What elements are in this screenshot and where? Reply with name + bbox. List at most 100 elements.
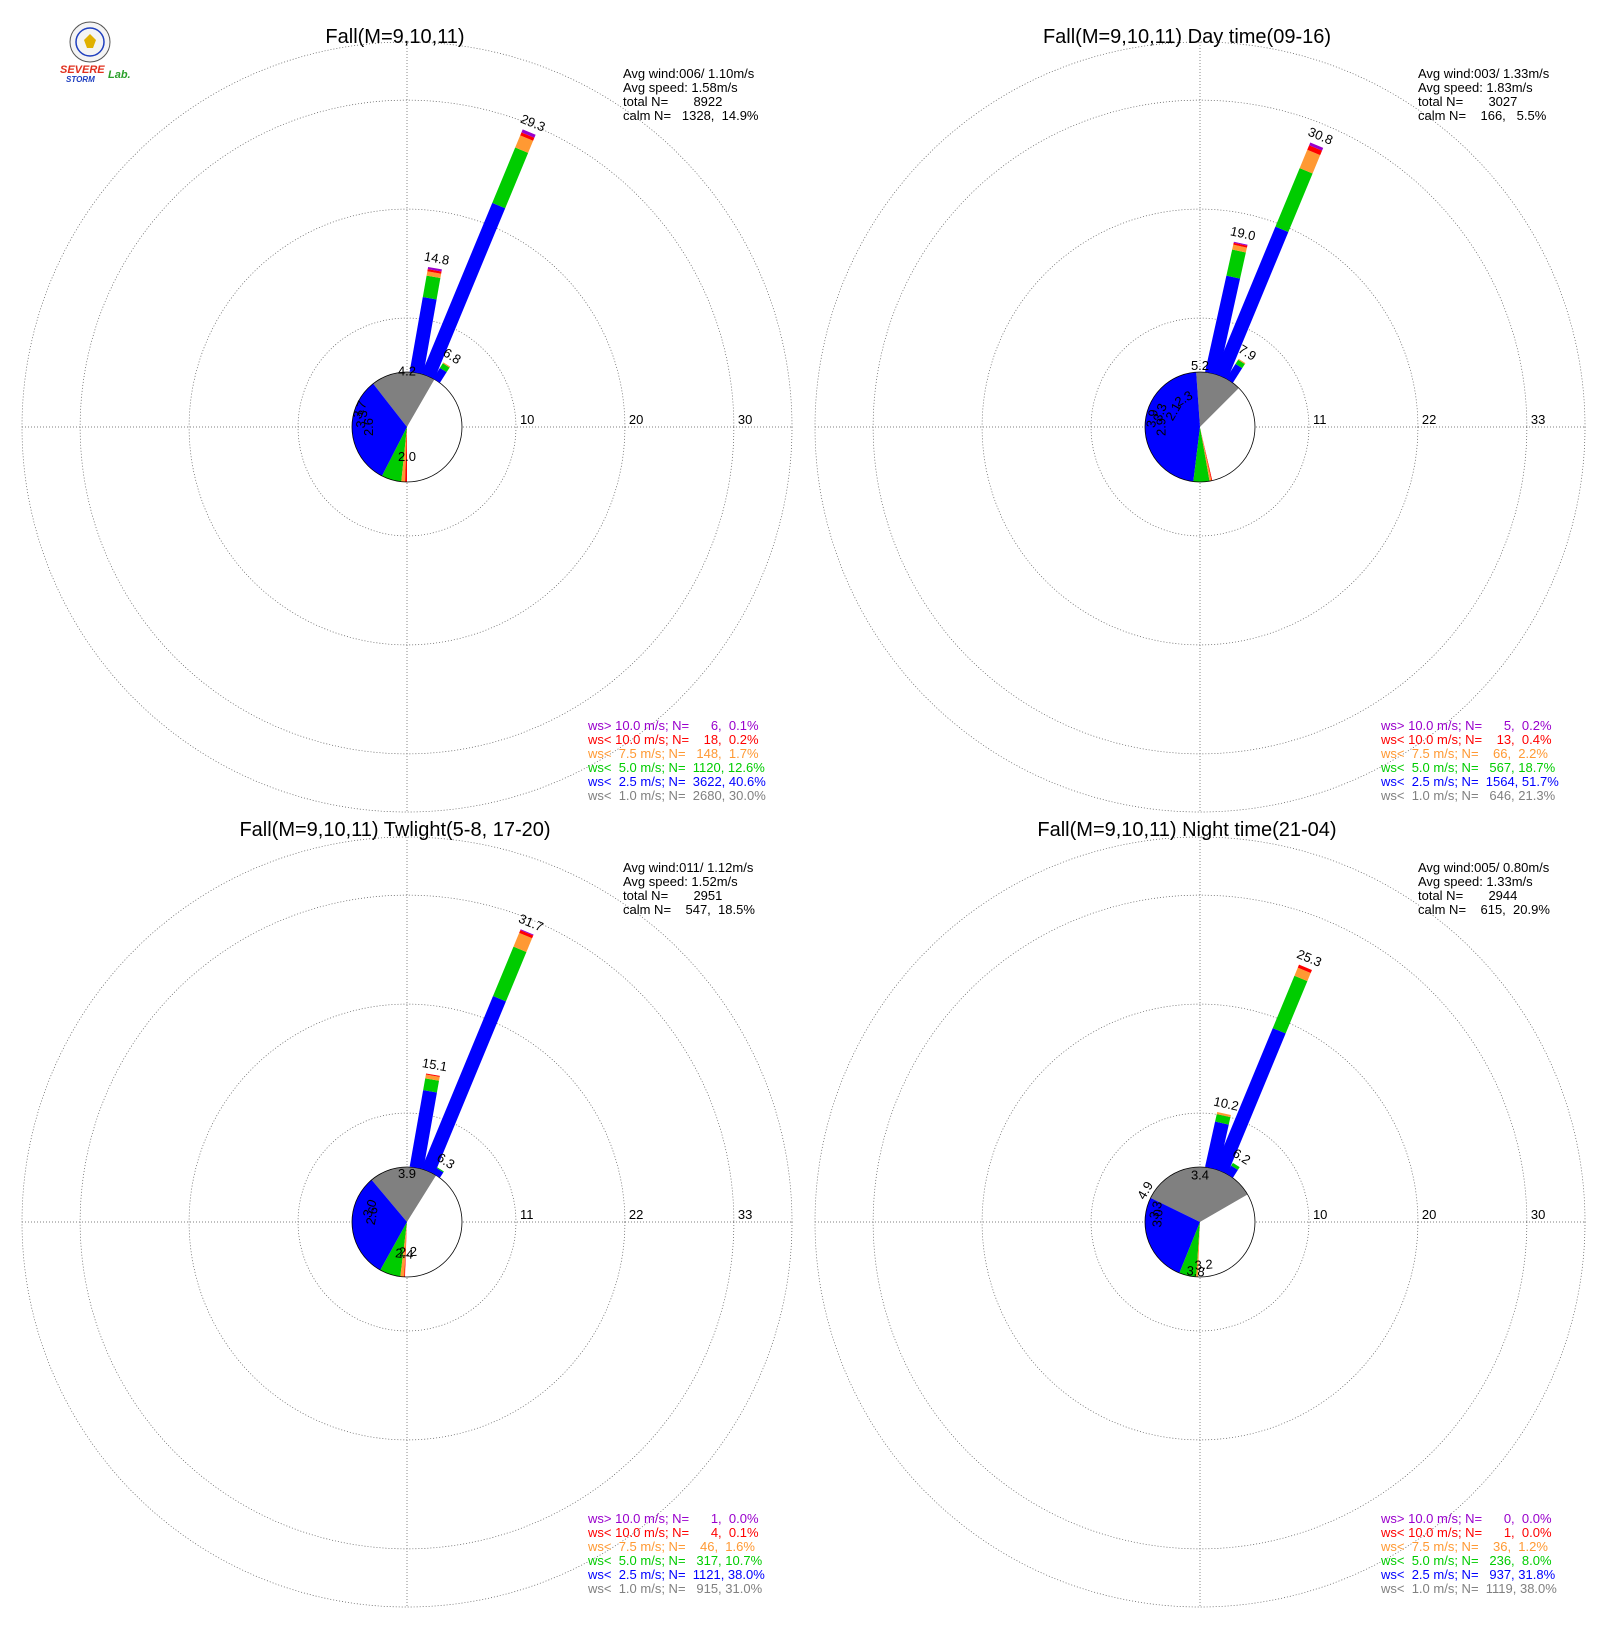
pie-outline (351, 1166, 463, 1278)
legend-entry: ws> 10.0 m/s; N= 0, 0.0% (1380, 1511, 1552, 1526)
ring-label: 33 (1531, 412, 1545, 427)
pie-slice-ws-lt-10 (404, 1222, 407, 1277)
pie-slice-ws-lt-7-5 (1196, 1222, 1200, 1277)
stat-total: total N= 2951 (623, 888, 722, 903)
legend-entry: ws< 7.5 m/s; N= 66, 2.2% (1380, 746, 1548, 761)
bar-value-label: 2.9 (1154, 418, 1169, 436)
direction-bar (1205, 1121, 1229, 1170)
stat-avg-speed: Avg speed: 1.83m/s (1418, 80, 1533, 95)
legend-entry: ws> 10.0 m/s; N= 5, 0.2% (1380, 718, 1552, 733)
direction-bar (1232, 244, 1247, 253)
ring-label: 11 (520, 1207, 534, 1222)
direction-bar (426, 271, 442, 278)
direction-bar (1216, 1111, 1231, 1118)
pie-slice-ws-lt-2-5 (351, 383, 407, 477)
bar-value-label: 2.2 (399, 1244, 418, 1260)
legend-entry: ws< 7.5 m/s; N= 36, 1.2% (1380, 1539, 1548, 1554)
stat-avg-speed: Avg speed: 1.33m/s (1418, 874, 1533, 889)
direction-bar (520, 132, 535, 141)
direction-bar (439, 363, 450, 373)
direction-bar (520, 929, 534, 936)
direction-bar (425, 1074, 440, 1081)
direction-bar (1272, 975, 1308, 1034)
panel-title: Fall(M=9,10,11) Twlight(5-8, 17-20) (239, 819, 550, 841)
stat-total: total N= 2944 (1418, 888, 1517, 903)
ring-circle (1090, 317, 1310, 537)
bar-value-label: 3.2 (1194, 1256, 1213, 1273)
direction-bar (1299, 149, 1321, 174)
legend-entry: ws< 10.0 m/s; N= 4, 0.1% (587, 1525, 759, 1540)
legend-entry: ws< 1.0 m/s; N= 1119, 38.0% (1380, 1581, 1557, 1596)
pie-slice-ws-lt-7-5 (1200, 427, 1212, 482)
legend-entry: ws< 5.0 m/s; N= 1120, 12.6% (587, 760, 765, 775)
ring-label: 33 (738, 1207, 752, 1222)
ring-label: 22 (1422, 412, 1436, 427)
bar-value-label: 3.9 (1143, 408, 1161, 428)
direction-bar (1297, 964, 1312, 974)
direction-bar (1233, 241, 1248, 246)
direction-bar (421, 202, 506, 379)
logo-word-severe: SEVERE (60, 64, 105, 76)
bar-value-label: 14.8 (423, 249, 451, 268)
ring-label: 10 (1313, 1207, 1327, 1222)
direction-bar (422, 275, 441, 300)
pie-slice-ws-lt-2-5 (1145, 372, 1200, 482)
bar-value-label: 3.9 (398, 1166, 416, 1181)
direction-bar (436, 1167, 444, 1173)
ring-circle (297, 317, 517, 537)
pie-slice-ws-lt-10 (405, 427, 407, 482)
legend-entry: ws< 7.5 m/s; N= 148, 1.7% (587, 746, 759, 761)
bar-value-label: 2.6 (363, 1206, 381, 1226)
ring-circle (981, 1003, 1419, 1441)
direction-bar (519, 930, 534, 939)
bar-value-label: 3.8 (1186, 1263, 1205, 1280)
legend-entry: ws< 7.5 m/s; N= 46, 1.6% (587, 1539, 755, 1554)
bar-value-label: 3.0 (359, 1197, 379, 1219)
ring-circle (297, 1112, 517, 1332)
seal-emblem (84, 34, 96, 48)
legend-entry: ws< 1.0 m/s; N= 646, 21.3% (1380, 788, 1556, 803)
bar-value-label: 3.7 (350, 399, 370, 421)
pie-slice-ws-lt-1 (1150, 1166, 1248, 1222)
legend-entry: ws> 10.0 m/s; N= 1, 0.0% (587, 1511, 759, 1526)
stat-avg-speed: Avg speed: 1.58m/s (623, 80, 738, 95)
bar-value-label: 5.2 (1191, 358, 1209, 373)
direction-bar (1309, 142, 1324, 151)
bar-value-label: 15.1 (421, 1055, 449, 1074)
ring-label: 10 (520, 412, 534, 427)
legend-entry: ws< 2.5 m/s; N= 1121, 38.0% (587, 1567, 765, 1582)
pie-slice-ws-lt-5 (1179, 1222, 1200, 1277)
direction-bar (1233, 242, 1248, 248)
logo-word-storm: STORM (66, 75, 95, 84)
stat-total: total N= 8922 (623, 94, 722, 109)
legend-entry: ws< 10.0 m/s; N= 1, 0.0% (1380, 1525, 1552, 1540)
ring-circle (188, 208, 626, 646)
pie-slice-calm (407, 379, 462, 482)
direction-bar (409, 297, 437, 375)
wind-rose-panels: 10 20 30 Fall(M=9,10,11) Avg wind:006/ 1.10m… (21, 26, 1586, 1608)
pie-outline (351, 371, 463, 483)
legend-entry: ws< 1.0 m/s; N= 915, 31.0% (587, 1581, 763, 1596)
logo-word-lab: Lab. (108, 69, 131, 81)
direction-bar (1231, 1162, 1240, 1170)
legend-entry: ws< 5.0 m/s; N= 567, 18.7% (1380, 760, 1556, 775)
bar-value-label: 2.0 (398, 449, 416, 464)
wind-rose-panel-1: 10 20 30 Fall(M=9,10,11) Avg wind:006/ 1.10m… (21, 26, 793, 813)
direction-bar (515, 135, 534, 153)
pie-slice-ws-lt-1 (371, 1166, 437, 1222)
direction-bar (427, 266, 442, 272)
pie-slice-ws-lt-2-5 (351, 1179, 407, 1271)
stat-avg-wind: Avg wind:003/ 1.33m/s (1418, 66, 1550, 81)
legend-entry: ws< 2.5 m/s; N= 937, 31.8% (1380, 1567, 1556, 1582)
stat-total: total N= 3027 (1418, 94, 1517, 109)
legend-entry: ws< 1.0 m/s; N= 2680, 30.0% (587, 788, 766, 803)
bar-value-label: 2.4 (395, 1245, 414, 1262)
ring-circle (188, 1003, 626, 1441)
seal-inner-ring (75, 27, 105, 57)
stat-calm: calm N= 547, 18.5% (623, 902, 755, 917)
panel-title: Fall(M=9,10,11) Day time(09-16) (1043, 26, 1331, 48)
pie-slice-ws-lt-2-5 (1144, 1197, 1200, 1273)
direction-bar (1215, 1114, 1231, 1125)
direction-bar (427, 269, 442, 274)
